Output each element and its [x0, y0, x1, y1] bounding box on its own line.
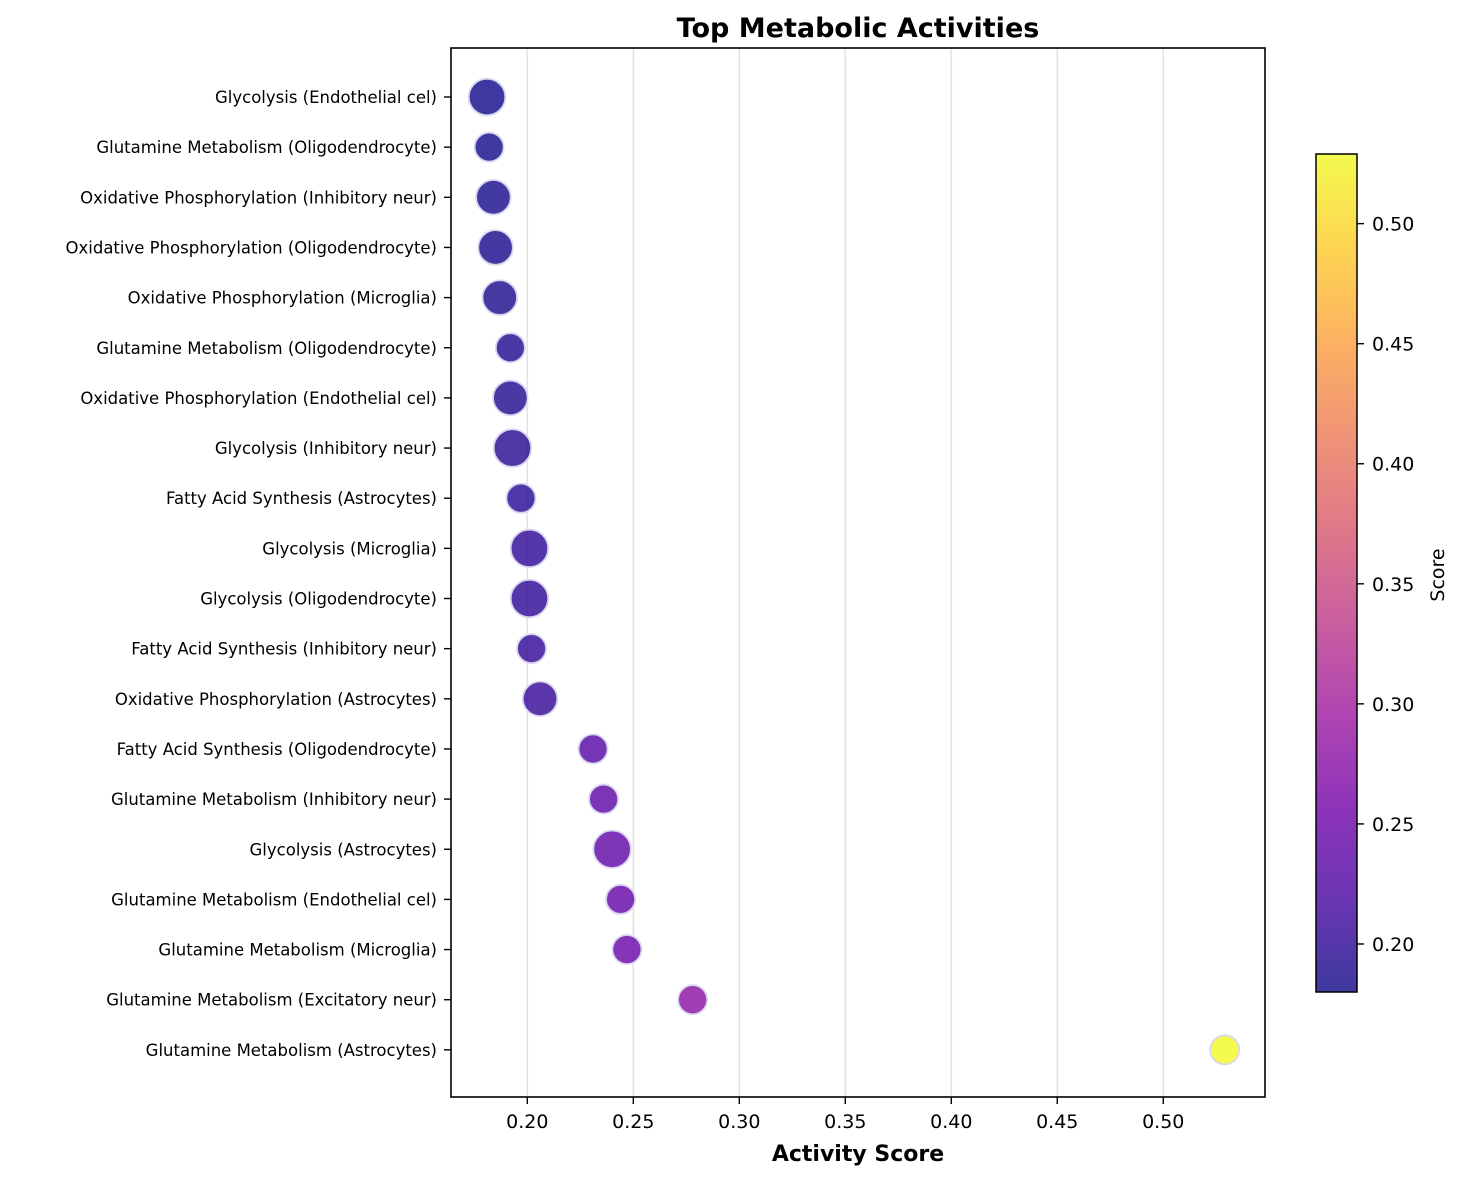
colorbar-tick-label: 0.35: [1372, 574, 1414, 596]
colorbar-tick-label: 0.50: [1372, 214, 1414, 236]
y-axis-ticks: Glycolysis (Endothelial cel) Glutamine Me…: [66, 88, 451, 1060]
data-point: [592, 829, 632, 869]
x-tick-label: 0.20: [506, 1111, 548, 1133]
x-axis-label: Activity Score: [772, 1142, 944, 1167]
plot-frame: [450, 47, 1266, 1098]
x-tick-label: 0.25: [612, 1111, 654, 1133]
data-point: [473, 131, 505, 163]
x-tick-label: 0.50: [1142, 1111, 1184, 1133]
y-tick-label: Glycolysis (Astrocytes): [250, 840, 437, 859]
data-point: [481, 279, 518, 316]
data-point: [611, 934, 643, 965]
data-point: [577, 733, 609, 765]
data-point: [492, 428, 533, 468]
x-axis-ticks: 0.20 0.25 0.30 0.35 0.40 0.45 0.50: [506, 1097, 1184, 1133]
y-tick-label: Oxidative Phosphorylation (Oligodendrocy…: [66, 238, 437, 257]
x-tick-label: 0.40: [930, 1111, 972, 1133]
data-point: [505, 482, 537, 514]
x-grid: [526, 48, 1165, 1097]
y-tick-label: Oxidative Phosphorylation (Inhibitory ne…: [80, 188, 437, 207]
y-tick-label: Glutamine Metabolism (Endothelial cel): [111, 890, 437, 909]
data-point: [509, 578, 550, 619]
colorbar-ticks: 0.20 0.25 0.30 0.35 0.40 0.45 0.50: [1357, 214, 1414, 956]
chart-title: Top Metabolic Activities: [677, 13, 1040, 44]
data-point: [509, 528, 550, 569]
y-tick-label: Fatty Acid Synthesis (Oligodendrocyte): [117, 740, 437, 759]
data-point: [1209, 1034, 1241, 1066]
colorbar-tick-label: 0.25: [1372, 814, 1414, 836]
y-tick-label: Fatty Acid Synthesis (Astrocytes): [166, 489, 437, 508]
data-point: [521, 680, 559, 718]
data-point: [588, 783, 620, 815]
colorbar-scale: [1315, 153, 1358, 993]
x-tick-label: 0.45: [1036, 1111, 1078, 1133]
colorbar: 0.20 0.25 0.30 0.35 0.40 0.45 0.50 Score: [1315, 153, 1449, 993]
colorbar-tick-label: 0.40: [1372, 454, 1414, 476]
colorbar-tick-label: 0.20: [1372, 934, 1414, 956]
y-tick-label: Glutamine Metabolism (Oligodendrocyte): [96, 138, 437, 157]
data-point: [605, 883, 637, 915]
colorbar-tick-label: 0.30: [1372, 694, 1414, 716]
x-tick-label: 0.30: [718, 1111, 760, 1133]
y-tick-label: Glycolysis (Oligodendrocyte): [200, 590, 437, 609]
data-point: [516, 633, 548, 665]
data-point: [477, 229, 514, 266]
colorbar-label: Score: [1427, 548, 1449, 601]
y-tick-label: Glutamine Metabolism (Microglia): [158, 941, 437, 960]
x-tick-label: 0.35: [824, 1111, 866, 1133]
y-tick-label: Glutamine Metabolism (Oligodendrocyte): [96, 339, 437, 358]
data-point: [494, 332, 526, 364]
y-tick-label: Glutamine Metabolism (Astrocytes): [146, 1041, 437, 1060]
y-tick-label: Glycolysis (Endothelial cel): [215, 88, 437, 107]
y-tick-label: Oxidative Phosphorylation (Microglia): [128, 289, 437, 308]
y-tick-label: Glutamine Metabolism (Excitatory neur): [106, 991, 437, 1010]
y-tick-label: Glutamine Metabolism (Inhibitory neur): [111, 790, 437, 809]
scatter-points: [467, 77, 1241, 1066]
data-point: [677, 984, 709, 1016]
data-point: [492, 379, 529, 417]
y-tick-label: Oxidative Phosphorylation (Endothelial c…: [80, 389, 437, 408]
data-point: [467, 77, 507, 117]
data-point: [475, 179, 512, 216]
y-tick-label: Glycolysis (Microglia): [262, 539, 437, 558]
y-tick-label: Oxidative Phosphorylation (Astrocytes): [115, 690, 437, 709]
y-tick-label: Fatty Acid Synthesis (Inhibitory neur): [131, 640, 437, 659]
y-tick-label: Glycolysis (Inhibitory neur): [215, 439, 437, 458]
colorbar-tick-label: 0.45: [1372, 334, 1414, 356]
